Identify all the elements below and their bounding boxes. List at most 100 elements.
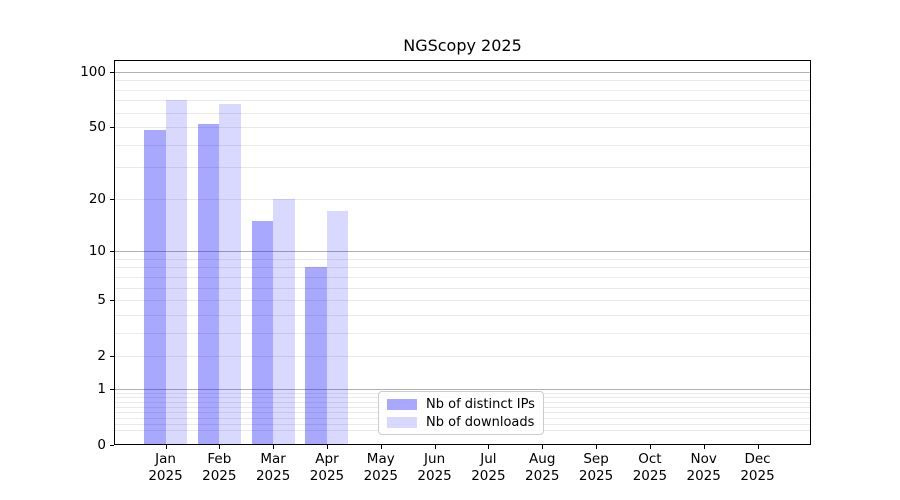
x-tick-year: 2025 (148, 468, 183, 484)
y-axis-tick (110, 71, 114, 73)
x-axis-tick-label: Jul 2025 (453, 451, 523, 485)
gridline-minor (114, 332, 811, 334)
x-axis-tick (649, 445, 651, 449)
x-axis-tick-label: Feb 2025 (184, 451, 254, 485)
x-tick-month: Jul (480, 451, 497, 467)
legend-label: Nb of distinct IPs (426, 396, 535, 412)
x-axis-tick (219, 445, 221, 449)
y-axis-tick (110, 445, 114, 446)
x-axis-tick-label: Apr 2025 (292, 451, 362, 485)
x-tick-year: 2025 (202, 468, 237, 484)
gridline-minor (114, 112, 811, 114)
legend-swatch-distinct-ips (387, 398, 417, 410)
x-axis-tick-label: Nov 2025 (669, 451, 739, 485)
y-axis-tick (110, 356, 114, 358)
y-axis-tick (110, 127, 114, 129)
plot-area (114, 60, 811, 445)
bar-distinct-ips-mar (251, 220, 274, 445)
x-tick-year: 2025 (525, 468, 560, 484)
y-axis-tick-label: 0 (97, 437, 106, 453)
x-tick-month: Feb (207, 451, 232, 467)
bar-distinct-ips-apr (305, 267, 327, 445)
y-axis-tick (110, 388, 114, 390)
y-axis-tick-label: 5 (97, 292, 106, 309)
gridline-minor (114, 258, 811, 260)
y-axis-tick-label: 50 (88, 119, 106, 136)
x-tick-year: 2025 (632, 468, 668, 484)
gridline-minor (114, 300, 811, 302)
x-tick-month: Jan (155, 451, 176, 467)
legend-label: Nb of downloads (426, 414, 535, 430)
x-axis-tick-label: Mar 2025 (238, 451, 308, 485)
gridline-minor (114, 314, 811, 316)
y-axis-tick (110, 198, 114, 200)
x-axis-tick-label: Aug 2025 (507, 451, 577, 485)
gridline-minor (114, 198, 811, 200)
x-tick-year: 2025 (255, 468, 291, 484)
y-axis-tick (110, 251, 114, 253)
x-tick-month: Nov (690, 451, 717, 467)
y-axis-tick-label: 100 (80, 63, 106, 80)
gridline-minor (114, 276, 811, 278)
x-tick-year: 2025 (363, 468, 398, 484)
x-axis-tick (273, 445, 275, 449)
y-axis-tick-label: 1 (97, 380, 106, 397)
x-axis-tick (326, 445, 328, 449)
x-tick-month: Dec (744, 451, 771, 467)
x-axis-tick (703, 445, 705, 449)
x-axis-tick (488, 445, 490, 449)
x-tick-month: May (366, 451, 395, 467)
gridline-minor (114, 287, 811, 289)
x-tick-month: Apr (315, 451, 339, 467)
x-tick-month: Aug (529, 451, 556, 467)
legend-swatch-downloads (387, 416, 417, 428)
x-tick-year: 2025 (578, 468, 614, 484)
x-axis-tick (380, 445, 382, 449)
gridline-minor (114, 267, 811, 269)
x-axis-tick-label: Jan 2025 (131, 451, 201, 485)
x-tick-year: 2025 (686, 468, 721, 484)
x-axis-tick (757, 445, 759, 449)
legend-entry: Nb of downloads (387, 415, 543, 430)
x-axis-tick-label: Dec 2025 (723, 451, 793, 485)
bar-downloads-jan (165, 100, 187, 445)
x-axis-tick (165, 445, 167, 449)
x-tick-year: 2025 (740, 468, 775, 484)
x-tick-year: 2025 (471, 468, 506, 484)
gridline-minor (114, 127, 811, 129)
x-axis-tick-label: May 2025 (346, 451, 416, 485)
x-axis-tick (542, 445, 544, 449)
gridline-minor (114, 80, 811, 82)
bar-distinct-ips-jan (144, 130, 166, 445)
x-tick-month: Oct (638, 451, 662, 467)
gridline-minor (114, 89, 811, 91)
x-axis-tick-label: Sep 2025 (561, 451, 631, 485)
gridline-major (114, 251, 811, 253)
y-axis-tick (110, 300, 114, 302)
gridline-major (114, 71, 811, 73)
x-axis-tick-label: Oct 2025 (615, 451, 685, 485)
x-axis-tick-label: Jun 2025 (400, 451, 470, 485)
chart-title: NGScopy 2025 (403, 36, 522, 55)
x-axis-tick (596, 445, 598, 449)
x-axis-tick (434, 445, 436, 449)
y-axis-tick-label: 20 (88, 190, 106, 207)
x-tick-month: Mar (260, 451, 286, 467)
legend: Nb of distinct IPs Nb of downloads (378, 391, 544, 435)
y-axis-tick-label: 2 (97, 348, 106, 365)
bar-downloads-feb (219, 103, 241, 445)
gridline-major (114, 388, 811, 390)
gridline-minor (114, 167, 811, 169)
x-tick-year: 2025 (309, 468, 345, 484)
bar-downloads-mar (273, 198, 295, 445)
bar-downloads-apr (326, 211, 349, 445)
x-tick-month: Sep (583, 451, 609, 467)
bar-distinct-ips-feb (197, 124, 220, 445)
gridline-minor (114, 144, 811, 146)
gridline-minor (114, 100, 811, 102)
legend-entry: Nb of distinct IPs (387, 397, 543, 412)
y-axis-tick-label: 10 (88, 243, 106, 260)
x-tick-year: 2025 (417, 468, 452, 484)
gridline-minor (114, 356, 811, 358)
